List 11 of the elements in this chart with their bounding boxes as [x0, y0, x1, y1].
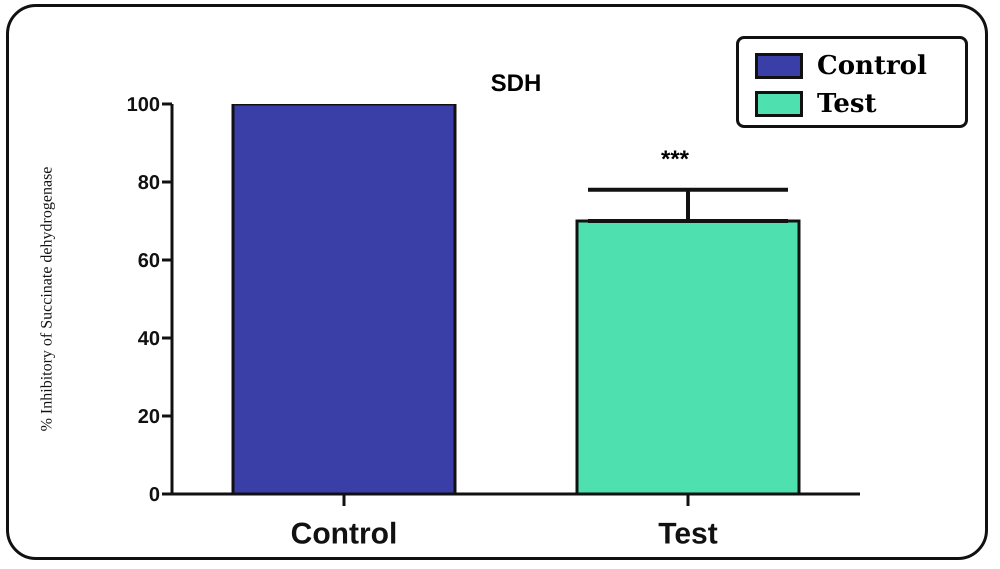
y-tick-label: 60	[138, 250, 160, 272]
legend-label: Test	[817, 89, 877, 119]
y-axis-title: % Inhibitory of Succinate dehydrogenase	[38, 166, 56, 432]
legend-label: Control	[817, 51, 927, 81]
y-tick-label: 100	[126, 94, 160, 116]
y-tick-label: 40	[138, 328, 160, 350]
chart-title: SDH	[490, 70, 542, 97]
y-tick-label: 80	[138, 172, 160, 194]
y-tick-label: 0	[148, 484, 160, 506]
annotation: ***	[660, 146, 690, 174]
y-tick-label: 20	[138, 406, 160, 428]
